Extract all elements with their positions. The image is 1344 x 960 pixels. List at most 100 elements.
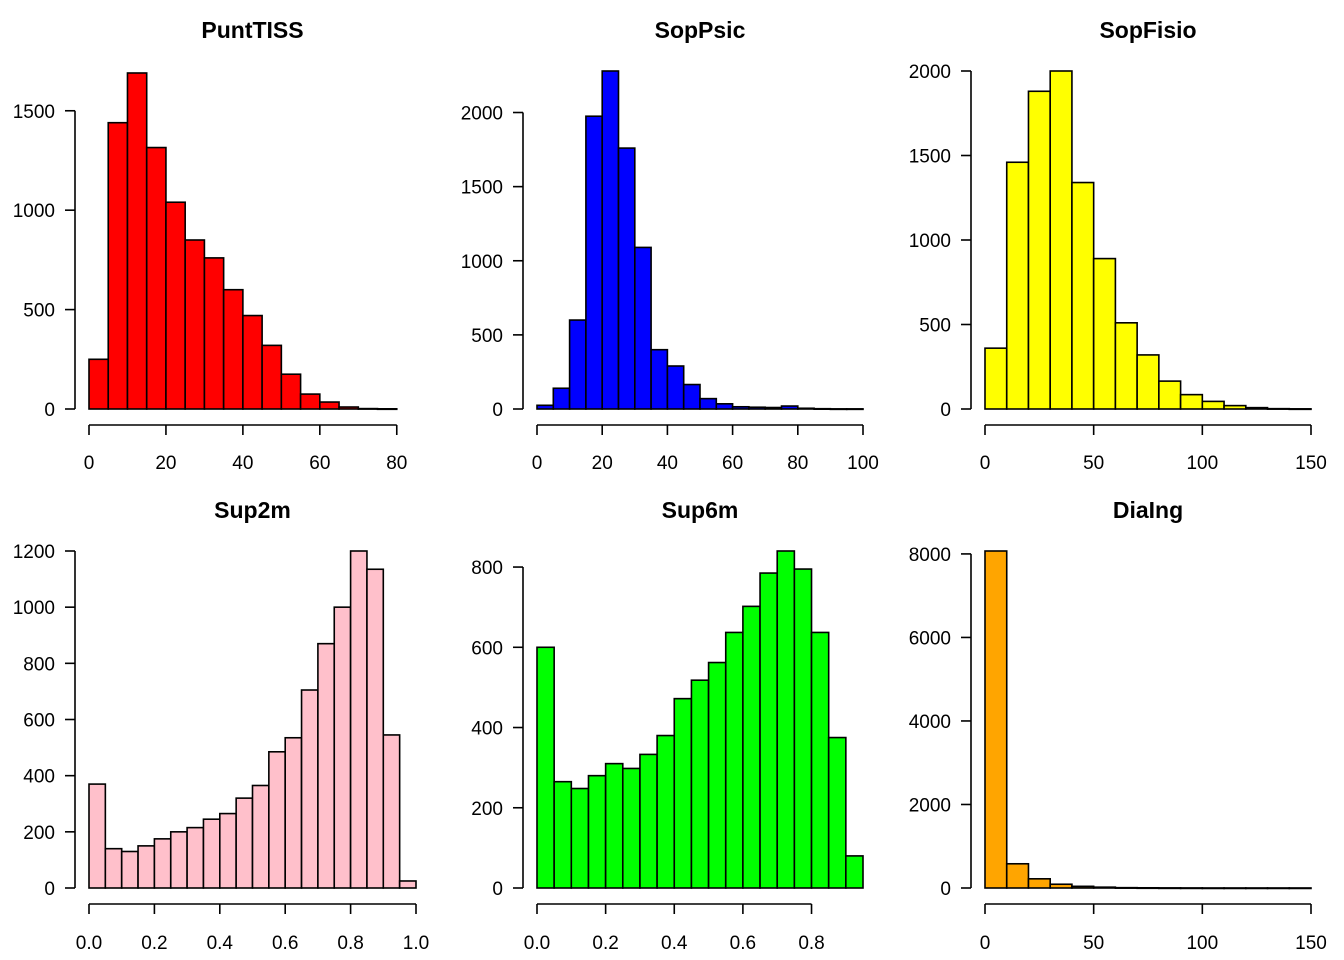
x-tick-label: 1.0 — [403, 933, 429, 954]
histogram-bar — [88, 358, 110, 410]
histogram-bar — [349, 550, 368, 889]
histogram-bar — [186, 826, 205, 889]
histogram-bar — [1049, 70, 1073, 410]
histogram-bar — [587, 774, 607, 889]
histogram-bar — [639, 753, 658, 889]
x-tick-label: 0.8 — [337, 933, 363, 954]
histogram-bar — [829, 408, 848, 411]
histogram-bar — [984, 347, 1008, 410]
histogram-bar — [1245, 406, 1269, 410]
histogram-bar — [1179, 393, 1204, 410]
histogram-bar — [650, 348, 669, 410]
histogram-bar — [235, 797, 254, 889]
histogram-bar — [810, 631, 830, 889]
histogram-bar — [145, 146, 167, 410]
histogram-bar — [1201, 887, 1225, 890]
histogram-bar — [1114, 322, 1138, 410]
histogram-bar — [184, 239, 206, 410]
x-tick-label: 0.6 — [272, 933, 298, 954]
x-tick-label: 20 — [592, 453, 613, 474]
histogram-bar — [1179, 887, 1204, 890]
histogram-bar — [1092, 886, 1117, 889]
histogram-bar — [107, 121, 129, 410]
y-tick-label: 400 — [471, 719, 503, 740]
histogram-bar — [153, 838, 172, 889]
x-tick-label: 0 — [532, 453, 543, 474]
histogram-bar — [715, 403, 734, 410]
histogram-bar — [1049, 883, 1073, 889]
histogram-bar — [1223, 887, 1247, 890]
histogram-bar — [1005, 161, 1030, 410]
histogram-bar — [1005, 862, 1030, 889]
y-tick-label: 1200 — [13, 542, 55, 563]
histogram-bar — [827, 736, 847, 889]
x-tick-label: 150 — [1295, 933, 1327, 954]
histogram-bar — [261, 344, 283, 410]
y-tick-label: 800 — [23, 654, 55, 675]
histogram-panel-4: 0.0 0.2 0.4 0.6 0.8 1.0 0 200 400 600 800 1000 1200 S… — [13, 497, 429, 954]
histogram-bar — [1027, 90, 1052, 410]
histogram-bar — [222, 288, 244, 410]
y-tick-label: 600 — [471, 638, 503, 659]
y-tick-label: 1000 — [461, 252, 503, 273]
panel-title: Sup2m — [214, 497, 291, 523]
x-tick-label: 60 — [722, 453, 743, 474]
x-tick-label: 80 — [386, 453, 407, 474]
x-tick-label: 0 — [980, 933, 991, 954]
x-tick-label: 50 — [1083, 933, 1104, 954]
panel-title: DiaIng — [1113, 497, 1183, 523]
histogram-bar — [553, 780, 573, 889]
y-tick-label: 1500 — [461, 178, 503, 199]
histogram-bar — [338, 406, 360, 410]
histogram-bar — [984, 550, 1008, 889]
y-tick-label: 0 — [492, 400, 503, 421]
y-tick-label: 1500 — [13, 102, 55, 123]
histogram-bar — [707, 661, 727, 889]
y-tick-label: 0 — [44, 879, 55, 900]
panel-title: PuntTISS — [201, 17, 303, 43]
histogram-bar — [1158, 887, 1182, 890]
x-tick-label: 100 — [1186, 933, 1218, 954]
x-tick-label: 150 — [1295, 453, 1327, 474]
histogram-bar — [1223, 404, 1247, 410]
histogram-bar — [682, 383, 701, 410]
histogram-bar — [203, 257, 225, 410]
histogram-panel-5: 0.0 0.2 0.4 0.6 0.8 0 200 400 600 800 Sup6m — [471, 497, 864, 954]
histogram-bar — [764, 406, 783, 410]
histogram-bar — [585, 115, 604, 410]
x-tick-label: 0.0 — [76, 933, 102, 954]
histogram-bar — [1158, 380, 1182, 410]
histogram-bar — [1092, 257, 1117, 410]
histogram-bar — [104, 847, 123, 889]
histogram-bar — [268, 750, 287, 889]
histogram-bar — [690, 679, 710, 889]
histogram-bar — [1266, 407, 1291, 410]
x-tick-label: 0 — [980, 453, 991, 474]
y-tick-label: 6000 — [909, 628, 951, 649]
histogram-bar — [357, 407, 379, 410]
histogram-bar — [570, 787, 590, 889]
histogram-bar — [169, 831, 188, 889]
y-tick-label: 0 — [940, 879, 951, 900]
histogram-bar — [333, 606, 352, 889]
histogram-bar — [88, 783, 107, 889]
x-tick-label: 40 — [232, 453, 253, 474]
x-tick-label: 50 — [1083, 453, 1104, 474]
histogram-bar — [731, 405, 750, 410]
histogram-bar — [536, 646, 555, 889]
y-tick-label: 200 — [471, 799, 503, 820]
histogram-bar — [120, 850, 139, 889]
histogram-bar — [742, 605, 761, 889]
x-tick-label: 0.0 — [524, 933, 550, 954]
histogram-bar — [1201, 400, 1225, 410]
y-tick-label: 600 — [23, 711, 55, 732]
histogram-bar — [366, 568, 385, 889]
histogram-bar — [666, 365, 685, 410]
histogram-bar — [319, 401, 340, 410]
histogram-bar — [845, 855, 864, 889]
y-tick-label: 1500 — [909, 147, 951, 168]
x-tick-label: 0.2 — [592, 933, 618, 954]
histogram-bar — [776, 550, 796, 889]
